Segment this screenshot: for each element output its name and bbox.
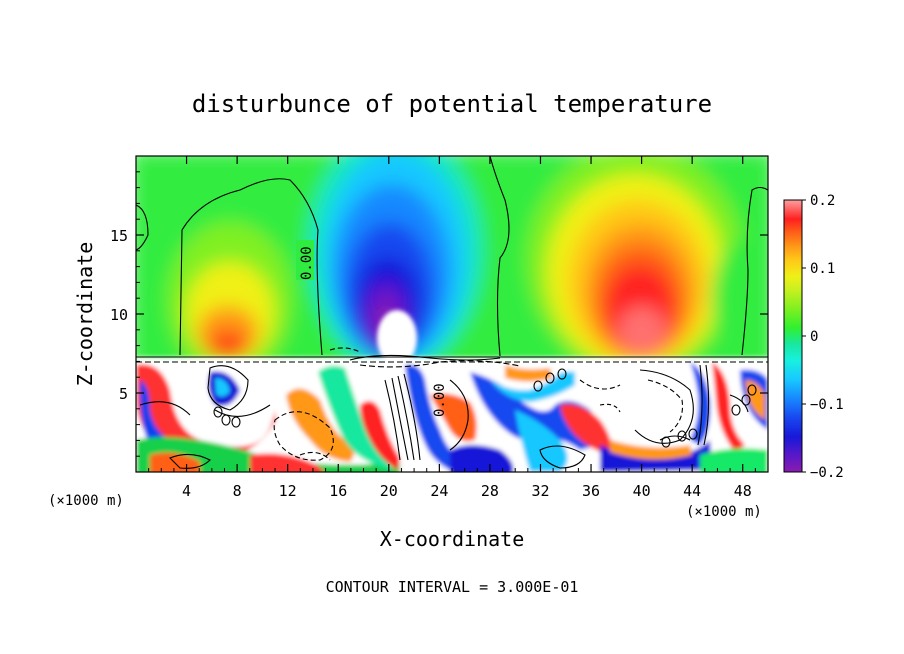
z-tick-label: 15 (110, 227, 128, 245)
x-tick-label: 48 (734, 482, 752, 500)
x-tick-label: 40 (633, 482, 651, 500)
contour-label: 0.00 (432, 383, 448, 417)
x-tick-label: 4 (182, 482, 191, 500)
colorbar-ticks: 0.2 0.1 0 −0.1 −0.2 (802, 193, 844, 481)
x-tick-label: 28 (481, 482, 499, 500)
contour-interval: CONTOUR INTERVAL = 3.000E-01 (326, 578, 579, 596)
colorbar-tick-label: 0.2 (810, 193, 835, 209)
x-tick-label: 36 (582, 482, 600, 500)
heatmap-field: 0.00 0.00 (136, 156, 768, 472)
x-unit-left: (×1000 m) (48, 493, 124, 509)
z-tick-label: 10 (110, 306, 128, 324)
x-tick-label: 8 (233, 482, 242, 500)
x-tick-label: 44 (683, 482, 701, 500)
x-tick-label: 24 (430, 482, 448, 500)
contour-markers (213, 368, 757, 448)
chart-title: disturbunce of potential temperature (192, 90, 712, 118)
z-axis: 5 10 15 (110, 171, 768, 457)
colorbar: 0.2 0.1 0 −0.1 −0.2 (783, 193, 844, 481)
colorbar-tick-label: 0 (810, 329, 818, 345)
colorbar-tick-label: −0.2 (810, 465, 844, 481)
x-tick-label: 32 (531, 482, 549, 500)
x-axis: 4 8 12 16 20 24 28 32 36 40 44 48 (148, 156, 756, 500)
contour-label: 0.00 (299, 246, 315, 280)
z-tick-label: 5 (119, 385, 128, 403)
colorbar-tick-label: 0.1 (810, 261, 835, 277)
x-tick-label: 16 (329, 482, 347, 500)
z-axis-label: Z-coordinate (73, 242, 97, 387)
x-axis-label: X-coordinate (380, 527, 525, 551)
x-tick-label: 12 (279, 482, 297, 500)
colorbar-scale (783, 199, 803, 473)
x-unit-right: (×1000 m) (686, 504, 762, 520)
colorbar-tick-label: −0.1 (810, 397, 844, 413)
x-tick-label: 20 (380, 482, 398, 500)
